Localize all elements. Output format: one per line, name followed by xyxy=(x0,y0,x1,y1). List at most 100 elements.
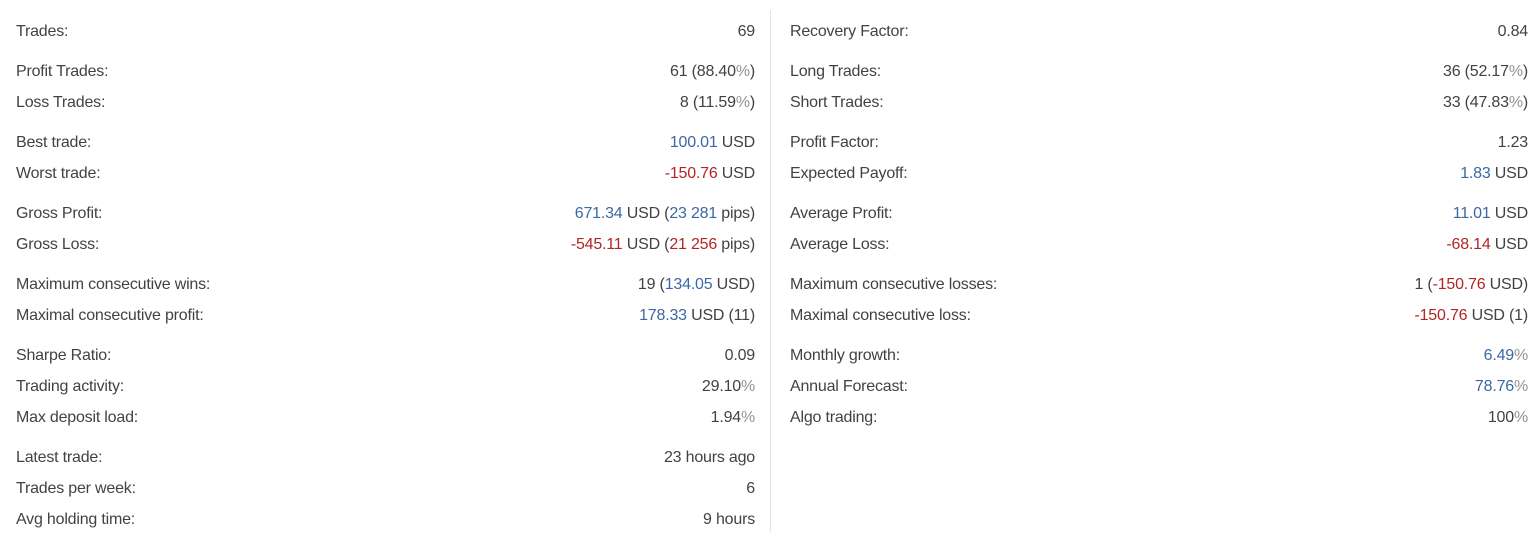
stat-label: Algo trading: xyxy=(790,408,878,426)
stat-label: Avg holding time: xyxy=(16,510,136,528)
stat-label: Sharpe Ratio: xyxy=(16,346,112,364)
stat-value-segment: 9 hours xyxy=(703,510,755,528)
stat-value-segment: USD ( xyxy=(622,235,670,253)
stat-value-segment: 6.49 xyxy=(1483,346,1515,364)
stat-value-segment: USD xyxy=(717,164,755,182)
stat-value-segment: USD) xyxy=(712,275,756,293)
row-profit-factor: Profit Factor: 1.23 xyxy=(790,127,1528,158)
stat-value-segment: % xyxy=(1508,62,1523,80)
stat-value-segment: USD (1) xyxy=(1467,306,1529,324)
stat-label: Max deposit load: xyxy=(16,408,139,426)
stat-label: Maximum consecutive losses: xyxy=(790,275,998,293)
row-worst-trade: Worst trade: -150.76 USD xyxy=(16,158,755,189)
stat-value-segment: 69 xyxy=(737,22,756,40)
stat-group: Profit Trades: 61 (88.40%) Loss Trades: 8 (… xyxy=(16,56,755,118)
stat-value-segment: % xyxy=(1508,93,1523,111)
stat-value-segment: 21 256 xyxy=(669,235,718,253)
stat-value-segment: USD xyxy=(717,133,755,151)
stat-value: 100.01 USD xyxy=(670,134,755,152)
stat-value: 61 (88.40%) xyxy=(670,63,755,81)
stat-value-segment: USD ( xyxy=(622,204,670,222)
stat-value: 6 xyxy=(746,480,755,498)
stat-label: Latest trade: xyxy=(16,448,103,466)
stat-value: 0.84 xyxy=(1497,22,1529,41)
stat-value: 36 (52.17%) xyxy=(1443,63,1528,81)
stat-value: 9 hours xyxy=(703,511,755,529)
row-maximal-consecutive-loss: Maximal consecutive loss: -150.76 USD (1) xyxy=(790,300,1528,331)
stat-value: -68.14 USD xyxy=(1446,236,1528,254)
stat-label: Profit Trades: xyxy=(16,62,109,80)
row-avg-holding-time: Avg holding time: 9 hours xyxy=(16,504,755,535)
row-best-trade: Best trade: 100.01 USD xyxy=(16,127,755,158)
stat-value: 33 (47.83%) xyxy=(1443,94,1528,112)
stat-value-segment: 100 xyxy=(1487,408,1514,426)
stat-value-segment: 1.23 xyxy=(1497,133,1529,151)
stat-value: 11.01 USD xyxy=(1453,205,1528,223)
stat-label: Average Profit: xyxy=(790,204,893,222)
stat-value-segment: 6 xyxy=(746,479,755,497)
stat-value-segment: USD) xyxy=(1485,275,1529,293)
stat-value-segment: USD xyxy=(1490,235,1528,253)
stat-value: -545.11 USD (21 256 pips) xyxy=(571,236,755,254)
stat-value-segment: ) xyxy=(1522,62,1528,80)
row-recovery-factor: Recovery Factor: 0.84 xyxy=(790,16,1528,47)
row-gross-profit: Gross Profit: 671.34 USD (23 281 pips) xyxy=(16,198,755,229)
stat-value: 78.76% xyxy=(1475,378,1528,396)
stat-value-segment: % xyxy=(735,93,750,111)
row-trades-per-week: Trades per week: 6 xyxy=(16,473,755,504)
stats-column-left: Trades: 69 Profit Trades: 61 (88.40%) Loss T… xyxy=(0,16,770,544)
stat-value: 100% xyxy=(1488,409,1528,427)
stat-value: 178.33 USD (11) xyxy=(639,307,755,325)
stat-label: Profit Factor: xyxy=(790,133,879,151)
stat-value-segment: pips) xyxy=(717,235,755,253)
row-trades: Trades: 69 xyxy=(16,16,755,47)
row-monthly-growth: Monthly growth: 6.49% xyxy=(790,340,1528,371)
stat-group: Average Profit: 11.01 USD Average Loss: -68… xyxy=(790,198,1528,260)
stat-label: Loss Trades: xyxy=(16,93,106,111)
stat-group: Gross Profit: 671.34 USD (23 281 pips) Gro… xyxy=(16,198,755,260)
stat-value: 1.94% xyxy=(710,408,756,427)
stat-value-segment: 1.94 xyxy=(710,408,742,426)
stat-value-segment: 33 (47.83 xyxy=(1443,93,1509,111)
stat-group: Latest trade: 23 hours ago Trades per week… xyxy=(16,442,755,535)
stat-value-segment: 19 ( xyxy=(637,275,665,293)
stat-value-segment: % xyxy=(1513,377,1528,395)
stat-value: 1.83 USD xyxy=(1460,165,1528,183)
stat-group: Sharpe Ratio: 0.09 Trading activity: 29.10%… xyxy=(16,340,755,433)
stat-value-segment: % xyxy=(740,377,755,395)
stat-value-segment: 0.84 xyxy=(1497,22,1529,40)
stat-label: Maximal consecutive profit: xyxy=(16,306,204,324)
stat-group: Maximum consecutive losses: 1 (-150.76 US… xyxy=(790,269,1528,331)
stat-value-segment: 36 (52.17 xyxy=(1443,62,1509,80)
stat-value: 0.09 xyxy=(725,347,756,365)
row-loss-trades: Loss Trades: 8 (11.59%) xyxy=(16,87,755,118)
stat-value-segment: % xyxy=(740,408,755,426)
stat-label: Trading activity: xyxy=(16,377,125,395)
stat-value-segment: 8 (11.59 xyxy=(679,93,736,111)
stat-group: Recovery Factor: 0.84 xyxy=(790,16,1528,47)
stat-label: Maximal consecutive loss: xyxy=(790,306,971,324)
row-maximum-consecutive-wins: Maximum consecutive wins: 19 (134.05 USD) xyxy=(16,269,755,300)
stat-value-segment: -545.11 xyxy=(570,235,623,253)
stat-value: 1.23 xyxy=(1497,133,1529,152)
stat-label: Gross Profit: xyxy=(16,204,103,222)
stat-value-segment: 671.34 xyxy=(574,204,623,222)
stat-value: 19 (134.05 USD) xyxy=(638,276,755,294)
stats-column-right: Recovery Factor: 0.84 Long Trades: 36 (52.1… xyxy=(770,16,1540,544)
stat-label: Monthly growth: xyxy=(790,346,900,364)
stat-label: Gross Loss: xyxy=(16,235,100,253)
stat-value-segment: -150.76 xyxy=(1432,275,1486,293)
stat-value-segment: 178.33 xyxy=(639,306,687,324)
stat-value-segment: % xyxy=(1513,346,1528,364)
stat-value-segment: 23 hours ago xyxy=(663,448,755,466)
row-profit-trades: Profit Trades: 61 (88.40%) xyxy=(16,56,755,87)
stat-value-segment: 29.10 xyxy=(701,377,741,395)
stat-value: 6.49% xyxy=(1483,346,1529,365)
row-trading-activity: Trading activity: 29.10% xyxy=(16,371,755,402)
stat-label: Trades per week: xyxy=(16,479,136,497)
stat-value-segment: ) xyxy=(749,62,755,80)
stat-value-segment: 61 (88.40 xyxy=(670,62,736,80)
row-long-trades: Long Trades: 36 (52.17%) xyxy=(790,56,1528,87)
